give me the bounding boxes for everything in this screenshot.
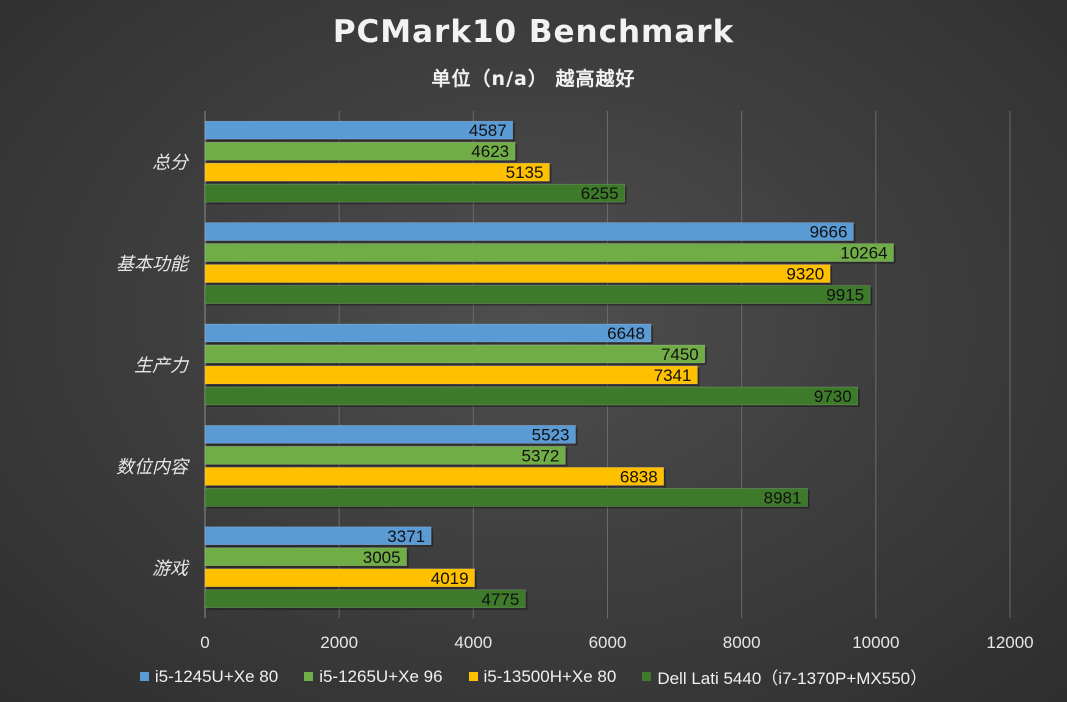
legend-item: i5-13500H+Xe 80 <box>468 664 617 689</box>
legend-swatch <box>304 672 314 681</box>
x-tick-label: 10000 <box>852 633 899 652</box>
bar <box>204 425 576 444</box>
bar <box>204 467 665 486</box>
legend-label: i5-1245U+Xe 80 <box>154 666 279 686</box>
legend-item: Dell Lati 5440（i7-1370P+MX550） <box>642 664 927 689</box>
bar-value-label: 7341 <box>654 366 692 385</box>
legend-swatch <box>642 672 652 681</box>
bar-value-label: 5372 <box>522 446 560 465</box>
x-tick-label: 12000 <box>986 633 1033 652</box>
legend-item: i5-1245U+Xe 80 <box>139 664 279 689</box>
bar-value-label: 5135 <box>506 163 544 182</box>
bar <box>204 589 526 609</box>
bar-value-label: 3005 <box>363 548 401 567</box>
bar <box>204 141 516 161</box>
bar-value-label: 9666 <box>810 223 848 242</box>
bar <box>204 568 475 588</box>
chart-title: PCMark10 Benchmark <box>332 14 735 50</box>
bar <box>204 264 831 283</box>
bar <box>204 323 652 343</box>
legend-label: i5-13500H+Xe 80 <box>483 666 617 686</box>
legend-swatch <box>139 672 149 681</box>
x-tick-label: 8000 <box>723 633 761 652</box>
bar <box>204 162 550 182</box>
legend-swatch <box>468 672 478 681</box>
bar-value-label: 6648 <box>607 324 645 343</box>
bar <box>204 222 854 241</box>
bar-value-label: 4587 <box>469 121 507 140</box>
bar-value-label: 4623 <box>471 142 509 161</box>
x-tick-label: 6000 <box>589 633 627 652</box>
bar-value-label: 3371 <box>387 527 425 546</box>
category-label: 数位内容 <box>116 457 190 477</box>
legend: i5-1245U+Xe 80 i5-1265U+Xe 96 i5-13500H+Xe… <box>0 664 1067 689</box>
bar-value-label: 10264 <box>840 244 887 263</box>
bar <box>204 446 566 465</box>
chart-subtitle: 单位（n/a） 越高越好 <box>431 68 636 90</box>
x-tick-label: 0 <box>200 633 209 652</box>
legend-item: i5-1265U+Xe 96 <box>304 664 443 689</box>
bar <box>204 526 432 546</box>
category-label: 生产力 <box>134 356 190 376</box>
bar-value-label: 9915 <box>826 286 864 305</box>
legend-label: Dell Lati 5440（i7-1370P+MX550） <box>657 669 928 688</box>
bar <box>204 344 706 364</box>
bar-value-label: 6838 <box>620 467 658 486</box>
bar <box>204 488 808 507</box>
legend-label: i5-1265U+Xe 96 <box>319 666 443 686</box>
bar <box>204 183 625 203</box>
bar <box>204 120 514 140</box>
bar <box>204 243 894 262</box>
bar-value-label: 7450 <box>661 345 699 364</box>
bar-value-label: 9730 <box>814 387 852 406</box>
bar-value-label: 4019 <box>431 569 469 588</box>
x-tick-label: 4000 <box>454 633 492 652</box>
bar-value-label: 8981 <box>764 488 802 507</box>
bar <box>204 365 698 385</box>
category-label: 基本功能 <box>116 254 190 274</box>
category-label: 总分 <box>152 153 190 173</box>
bar-value-label: 4775 <box>481 590 519 609</box>
bar-value-label: 5523 <box>532 425 570 444</box>
bar <box>204 386 859 406</box>
x-tick-label: 2000 <box>320 633 358 652</box>
bar-value-label: 9320 <box>786 265 824 284</box>
bar-value-label: 6255 <box>581 184 619 203</box>
bar <box>204 285 871 304</box>
category-label: 游戏 <box>152 558 190 578</box>
bar <box>204 547 407 567</box>
